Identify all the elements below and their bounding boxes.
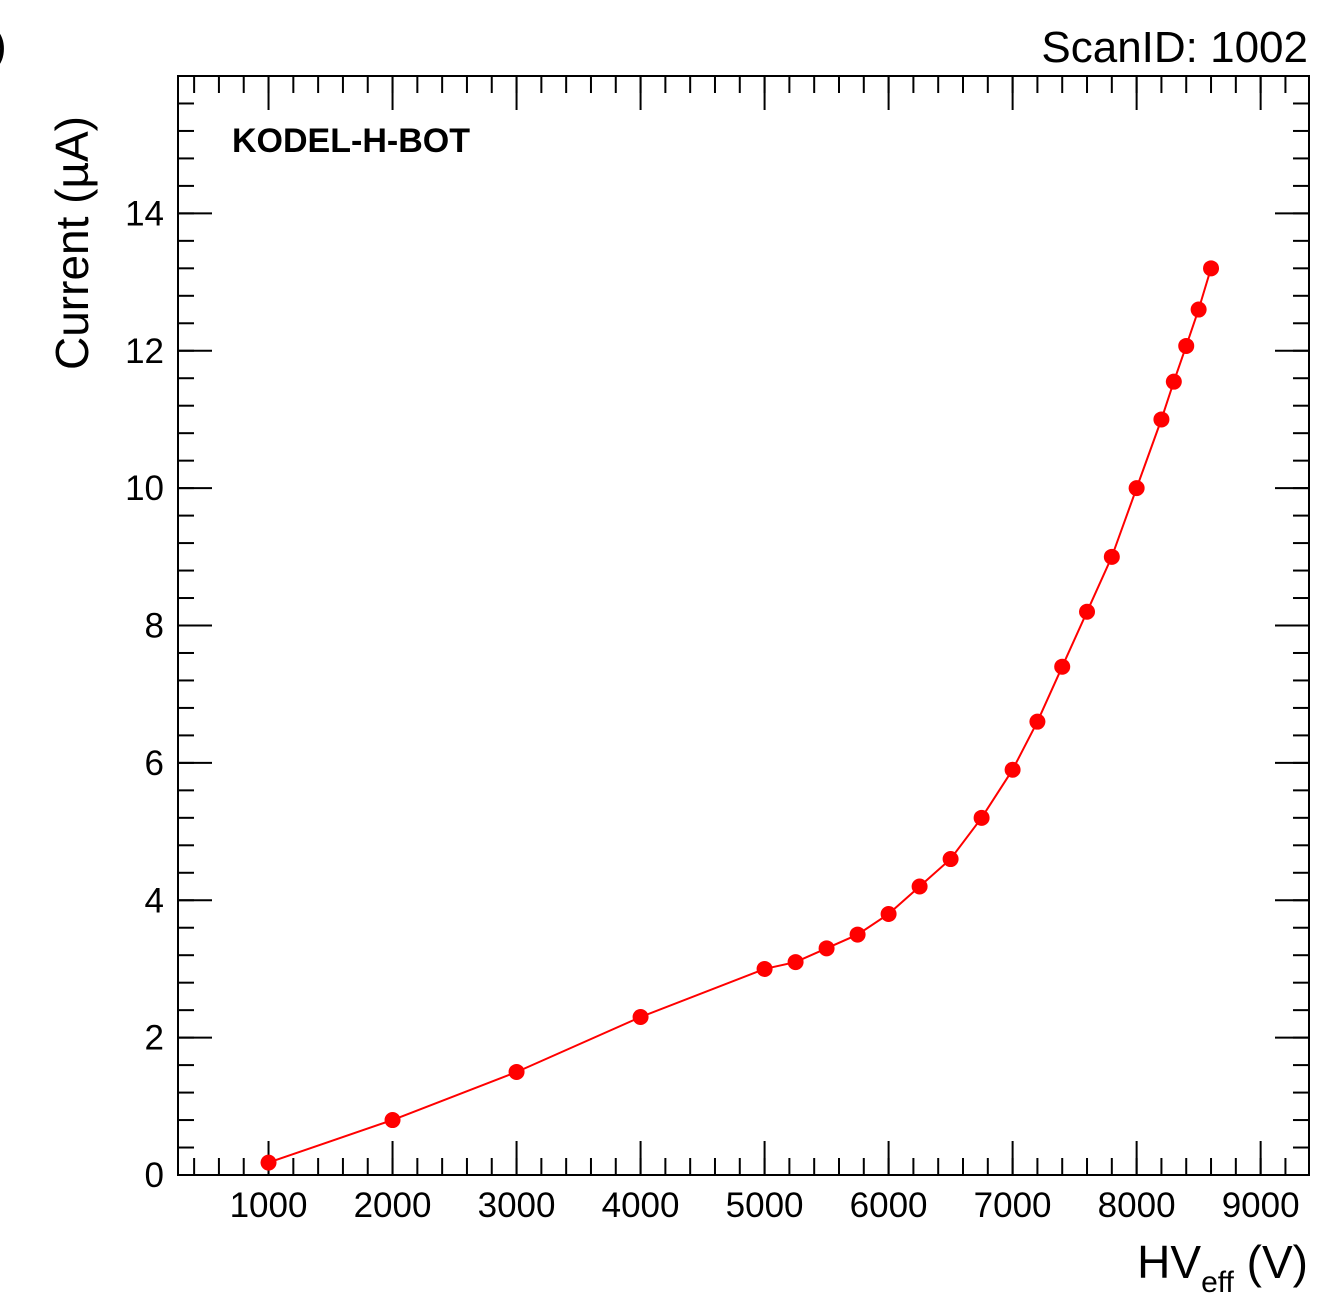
data-point	[1029, 713, 1046, 730]
data-point	[849, 926, 866, 943]
x-tick-label: 1000	[230, 1186, 308, 1225]
data-point	[1004, 761, 1021, 778]
data-point	[632, 1009, 649, 1026]
data-point	[911, 878, 928, 895]
x-axis-ticks: 1000 2000 3000 4000 5000 6000 7000 8000 9000	[230, 76, 1300, 1225]
x-tick-label: 3000	[478, 1186, 556, 1225]
y-tick-label: 6	[145, 744, 164, 783]
y-axis-minor-ticks	[178, 75, 1309, 1176]
data-point	[787, 954, 804, 971]
data-point	[260, 1154, 277, 1171]
scan-id-label: ScanID: 1002	[1041, 23, 1308, 72]
y-axis-title: Current (µA)	[46, 116, 98, 370]
data-point	[1190, 301, 1207, 318]
x-tick-label: 9000	[1222, 1186, 1300, 1225]
series-line	[268, 268, 1212, 1164]
y-tick-label: 2	[145, 1019, 164, 1058]
data-point	[880, 905, 897, 922]
y-tick-label: 8	[145, 607, 164, 646]
data-point	[508, 1063, 525, 1080]
data-point	[384, 1112, 401, 1129]
y-tick-label: 10	[125, 469, 164, 508]
data-point	[942, 851, 959, 868]
x-axis-title: HVeff (V)	[1137, 1236, 1308, 1299]
data-point	[1178, 337, 1195, 354]
data-point	[973, 809, 990, 826]
x-tick-label: 2000	[354, 1186, 432, 1225]
edge-glyph: )	[0, 21, 7, 70]
data-point	[1153, 411, 1170, 428]
x-tick-label: 6000	[850, 1186, 928, 1225]
data-point	[756, 960, 773, 977]
data-point	[1079, 603, 1096, 620]
data-point	[1054, 658, 1071, 675]
x-tick-label: 4000	[602, 1186, 680, 1225]
data-point	[1165, 373, 1182, 390]
data-point	[1203, 260, 1220, 277]
x-axis-title-main: HV	[1137, 1236, 1201, 1288]
plot-frame	[177, 75, 1310, 1176]
y-tick-label: 4	[145, 881, 164, 920]
data-point	[1128, 480, 1145, 497]
y-tick-label: 12	[125, 332, 164, 371]
y-tick-label: 0	[145, 1156, 164, 1195]
y-axis-ticks: 0 2 4 6 8 10 12 14	[125, 194, 1309, 1195]
data-point	[1103, 548, 1120, 565]
y-tick-label: 14	[125, 194, 164, 233]
x-tick-label: 7000	[974, 1186, 1052, 1225]
x-tick-label: 5000	[726, 1186, 804, 1225]
detector-label: KODEL-H-BOT	[232, 122, 470, 160]
x-axis-minor-ticks	[193, 76, 1287, 1175]
x-axis-title-unit: (V)	[1234, 1236, 1308, 1288]
data-point	[818, 940, 835, 957]
series-layer	[260, 260, 1220, 1171]
x-axis-title-sub: eff	[1201, 1266, 1234, 1299]
x-tick-label: 8000	[1098, 1186, 1176, 1225]
